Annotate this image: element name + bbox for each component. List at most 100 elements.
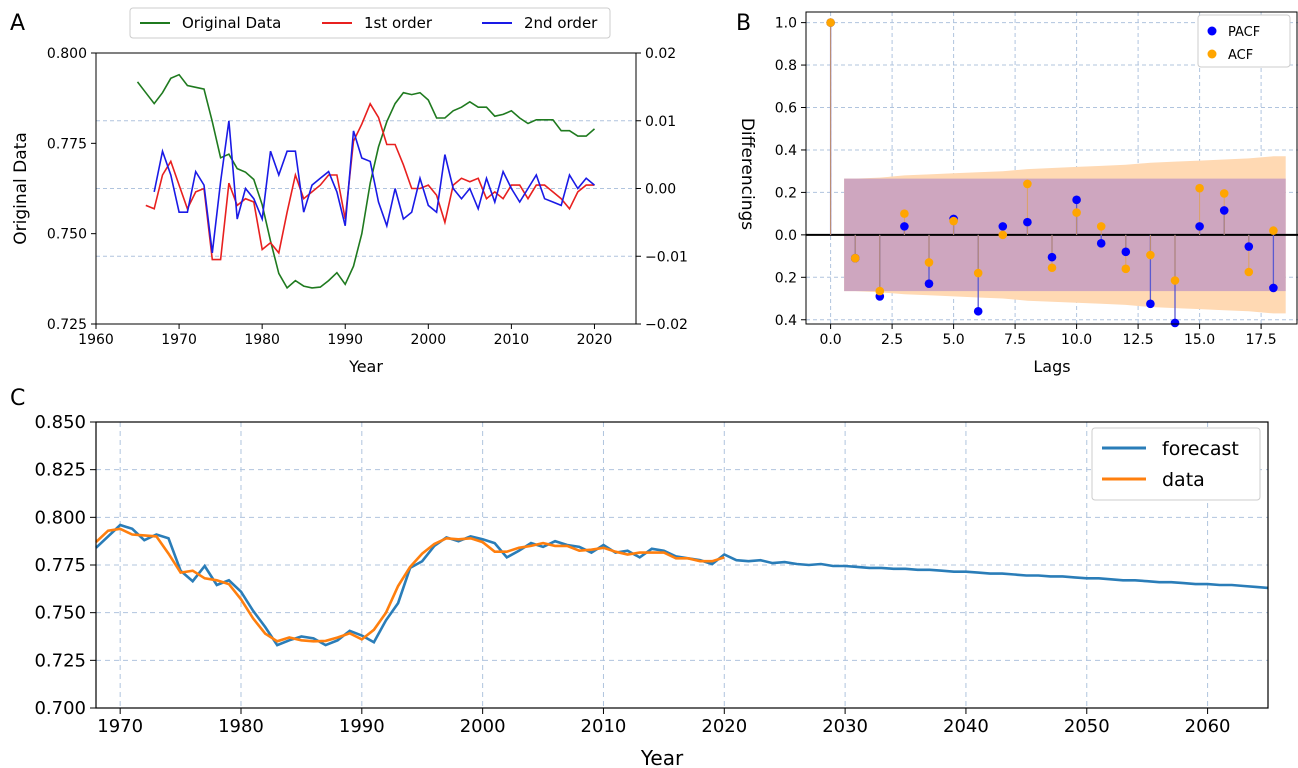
acf-point [1047,263,1057,273]
x-axis-label: Year [348,357,383,376]
pacf-point [1170,318,1180,328]
panel-c-label: C [10,386,25,411]
x-tick-label: 17.5 [1246,332,1277,348]
x-tick-label: 2.5 [881,332,903,348]
x-tick-label: 1970 [97,716,143,737]
plot-frame [805,11,1298,325]
y-tick-label: 0.725 [47,317,87,333]
acf-point [998,230,1008,240]
x-tick-label: 12.5 [1123,332,1154,348]
y2-tick-label: −0.02 [645,317,688,333]
acf-point [1269,226,1278,235]
acf-point [924,258,934,267]
panel-a-label: A [10,11,25,36]
series-line-forecast [95,523,1269,647]
x-tick-label: 7.5 [1004,332,1026,348]
pacf-point [973,306,983,316]
x-tick-label: 1990 [339,716,385,737]
x-tick-label: 15.0 [1184,332,1215,348]
pacf-point [1121,247,1131,257]
pacf-point [924,279,934,288]
pacf-point [1023,217,1032,227]
x-tick-label: 0.0 [819,332,841,348]
legend: forecast data [1091,427,1261,501]
acf-point [1121,264,1131,274]
x-axis-label: Year [640,746,684,768]
y-tick-label: 0.2 [775,270,797,286]
x-tick-label: 2020 [701,716,747,737]
x-tick-label: 1960 [78,332,114,348]
acf-point [1146,250,1155,260]
legend-marker [1207,49,1217,59]
x-tick-label: 2030 [822,716,868,737]
pacf-point [1219,206,1229,215]
pacf-point [1072,195,1081,205]
chart-a: 1960 1970 1980 1990 2000 2010 2020 0.725 0.750 0.… [11,7,688,376]
y-tick-label: 0.700 [34,698,86,719]
x-tick-label: 2010 [581,716,627,737]
legend-label: ACF [1228,48,1253,63]
legend-label: data [1162,469,1205,491]
acf-point [1244,267,1254,277]
pacf-point [1047,252,1057,262]
legend-box [129,7,611,39]
y-tick-label: 0.850 [34,412,86,433]
x-tick-label: 2000 [460,716,506,737]
y-tick-label: 0.725 [34,650,86,671]
y-tick-label: 0.0 [775,228,797,244]
y2-tick-label: 0.02 [645,46,676,62]
y-tick-label: 0.8 [775,58,797,74]
x-tick-label: 5.0 [942,332,964,348]
y-tick-label: 0.800 [34,507,86,528]
pacf-point [900,222,909,231]
x-tick-label: 1980 [244,332,280,348]
acf-point [949,216,958,226]
y-tick-label: 0.6 [775,101,797,117]
legend: Original Data 1st order 2nd order [129,7,611,39]
legend-label: 1st order [364,14,433,32]
acf-point [1219,189,1229,198]
chart-b: 0.0 2.5 5.0 7.5 10.0 12.5 15.0 17.5 1.0 0.8 0.6 0.4… [737,11,1298,376]
acf-point [826,18,835,27]
legend: PACF ACF [1197,14,1291,68]
x-tick-label: 2040 [943,716,989,737]
legend-label: Original Data [182,14,281,32]
legend-label: forecast [1162,438,1239,460]
legend-box [1197,14,1291,68]
y-tick-label: 0.825 [34,460,86,481]
x-tick-label: 1970 [161,332,197,348]
acf-point [973,268,983,278]
acf-point [1195,183,1204,193]
legend-marker [1207,26,1217,36]
y-tick-label: 0.750 [34,603,86,624]
panel-b-label: B [736,11,751,36]
x-axis-label: Lags [1033,357,1070,376]
acf-point [850,253,860,263]
x-tick-label: 1990 [327,332,363,348]
y2-tick-label: 0.00 [645,182,676,198]
series-line-data [95,527,725,643]
y-tick-label: 0.775 [34,555,86,576]
acf-point [1170,276,1180,285]
pacf-point [1096,239,1106,248]
pacf-point [1146,299,1155,309]
x-tick-label: 2010 [494,332,530,348]
chart-c: 1970 1980 1990 2000 2010 2020 2030 2040 2050 2060… [34,412,1269,768]
acf-point [900,209,909,218]
legend-box [1091,427,1261,501]
y-axis-label: Original Data [11,132,31,245]
y-tick-label: 0.775 [47,136,87,152]
pacf-point [1269,283,1278,293]
series-line-3 [153,120,596,253]
x-tick-label: 1980 [218,716,264,737]
y-tick-label: 0.4 [775,143,797,159]
y-tick-label: 0.750 [47,227,87,243]
x-tick-label: 2060 [1185,716,1231,737]
series-line-1 [136,73,596,290]
y2-tick-label: −0.01 [645,249,688,265]
legend-label: 2nd order [524,14,598,32]
y-tick-label: 0.2 [775,185,797,201]
y2-tick-label: 0.01 [645,114,676,130]
pacf-point [998,222,1008,231]
